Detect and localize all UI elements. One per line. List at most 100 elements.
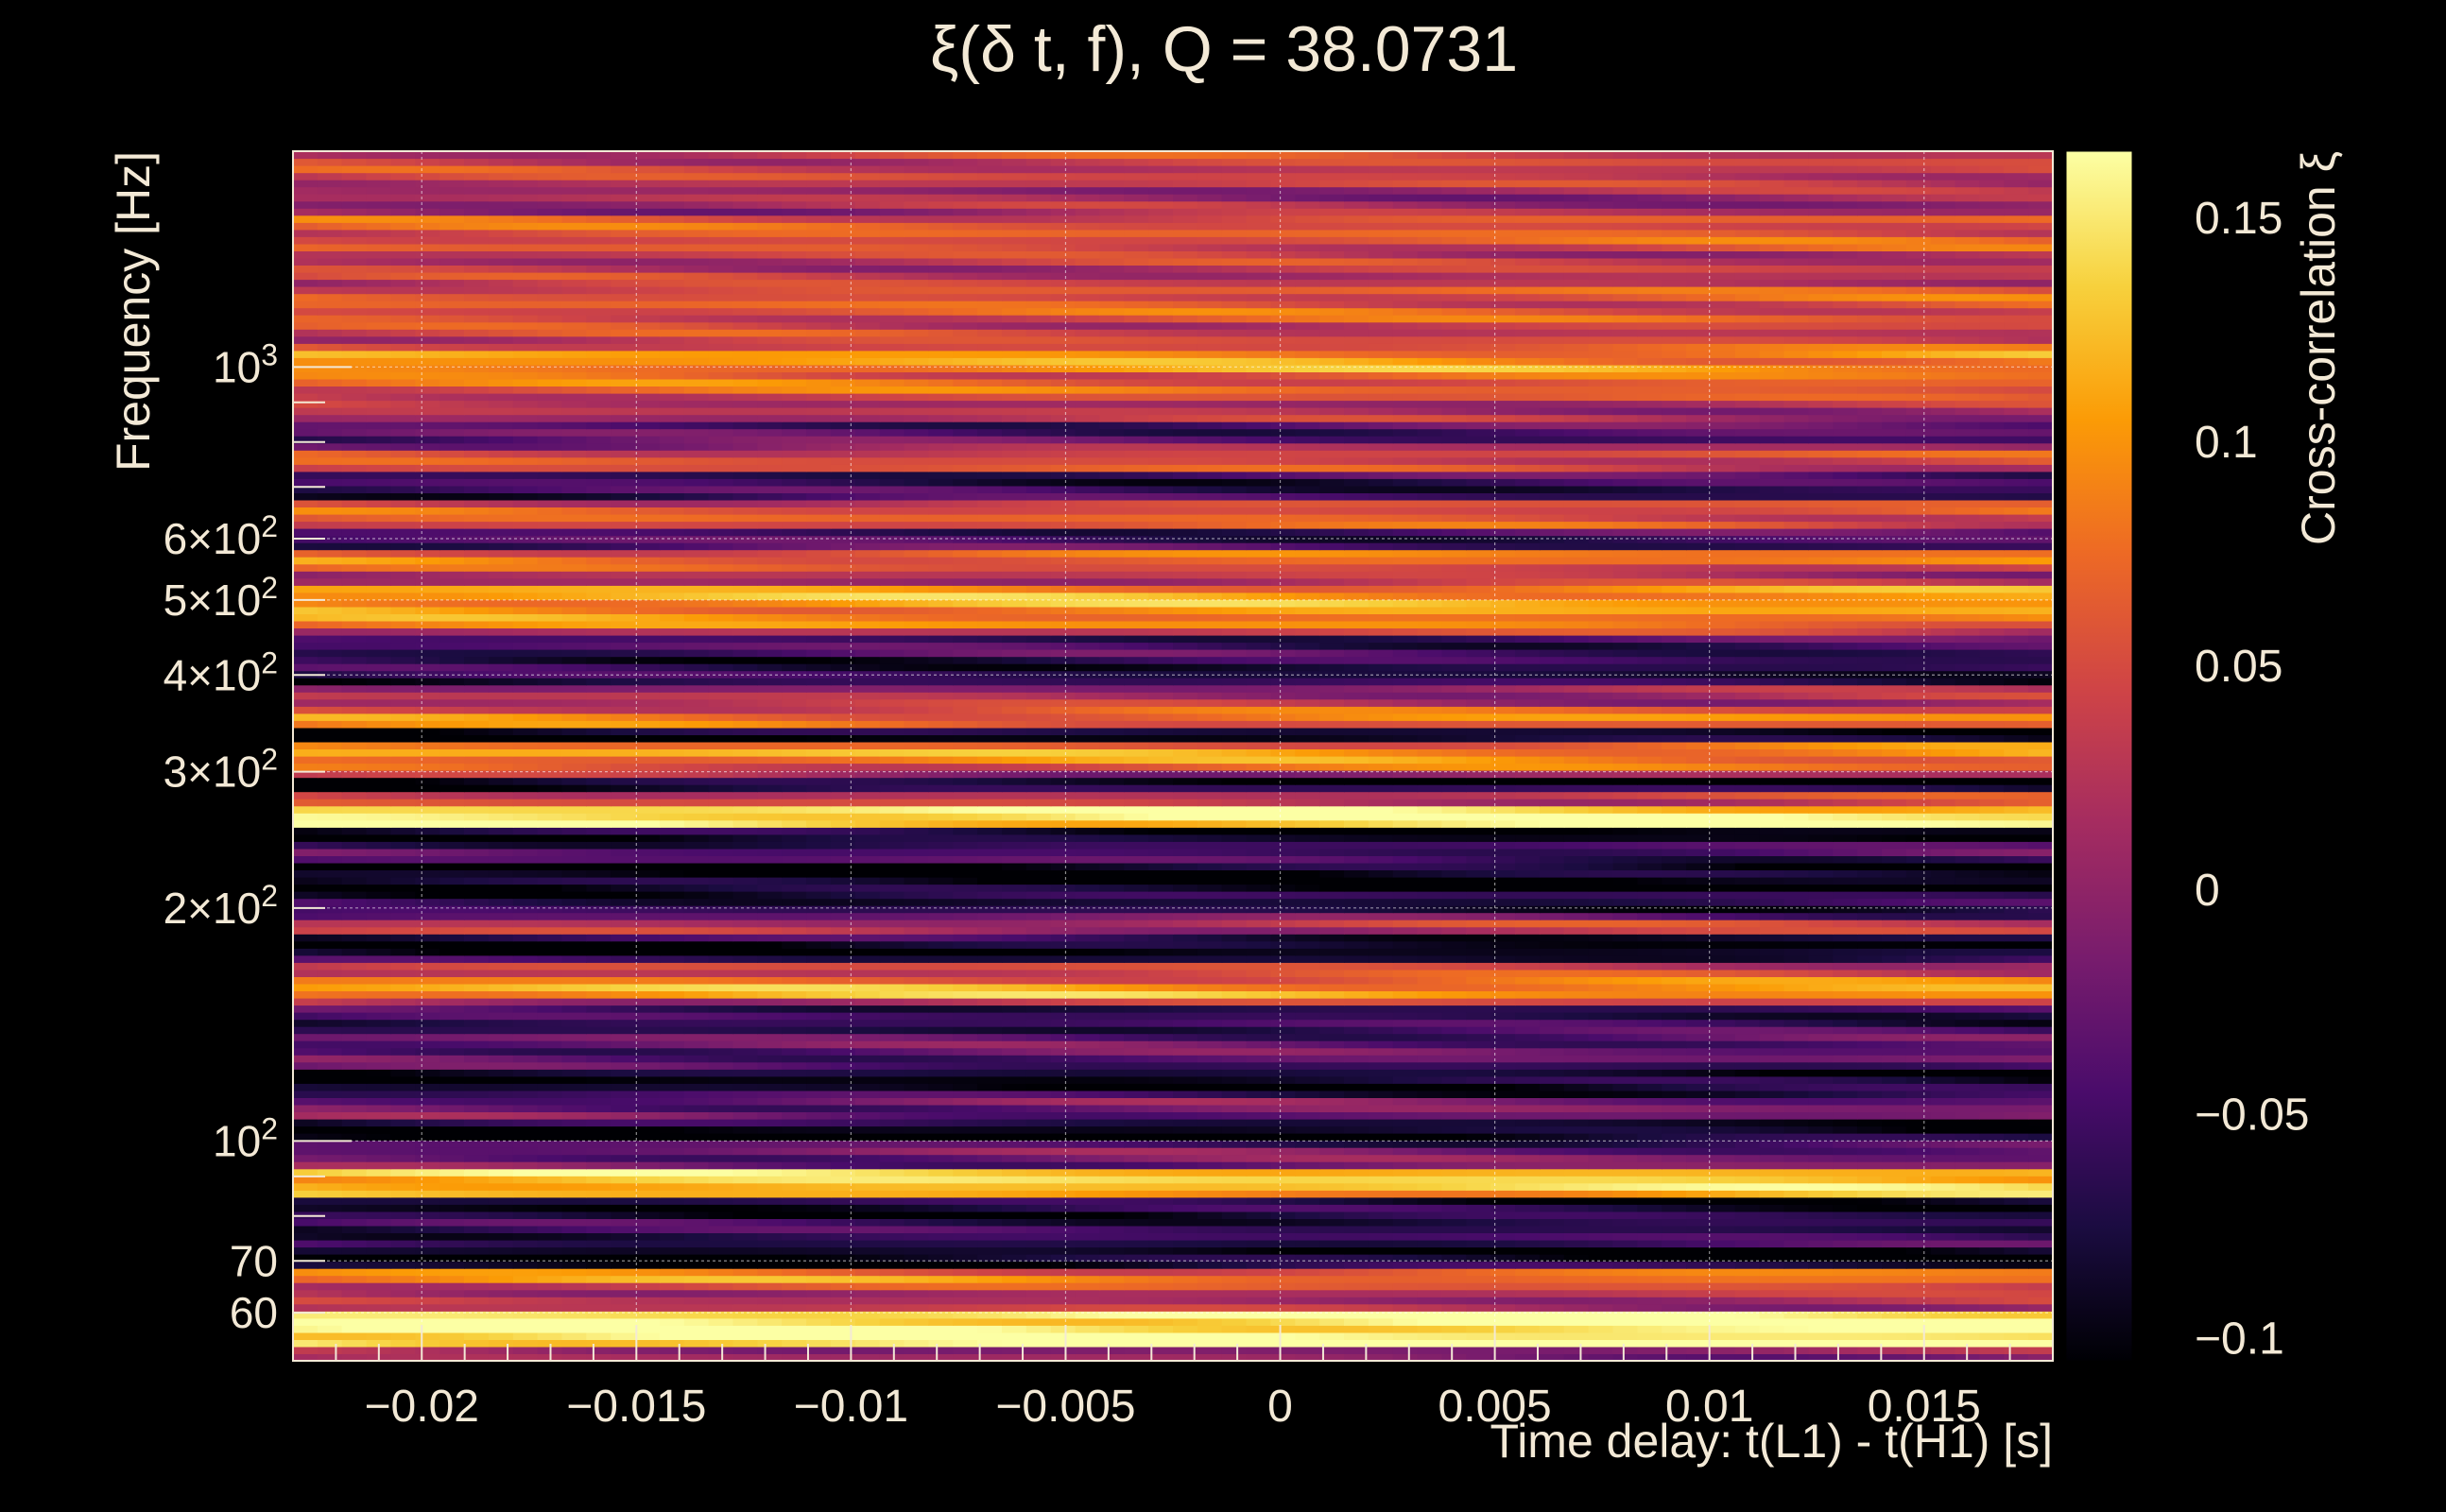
heatmap-cell [1002,940,1027,949]
heatmap-cell [1441,990,1467,999]
heatmap-cell [1417,1268,1443,1277]
heatmap-cell [1710,1176,1736,1184]
heatmap-cell [1515,1012,1541,1021]
heatmap-cell [1344,919,1369,928]
heatmap-cell [512,1154,539,1162]
heatmap-cell [1710,1332,1736,1340]
heatmap-cell [1221,954,1248,963]
heatmap-cell [1637,1154,1662,1162]
heatmap-cell [830,1075,856,1084]
heatmap-cell [977,1339,1003,1348]
heatmap-cell [1515,1019,1541,1027]
heatmap-cell [1833,1055,1858,1063]
heatmap-cell [390,1012,416,1021]
heatmap-cell [1783,1289,1809,1297]
heatmap-cell [1270,934,1296,942]
heatmap-cell [366,948,392,956]
heatmap-cell [1686,1033,1712,1041]
heatmap-cell [1221,1254,1248,1263]
heatmap-cell [439,1026,465,1035]
heatmap-cell [561,948,587,956]
heatmap-cell [390,1225,416,1233]
heatmap-cell [2004,1147,2029,1156]
heatmap-cell [1148,948,1174,956]
heatmap-cell [561,976,587,985]
heatmap-cell [635,1111,661,1120]
heatmap-cell [1197,1069,1223,1077]
heatmap-cell [1710,1346,1736,1354]
heatmap-cell [1857,1176,1883,1184]
heatmap-cell [512,1218,539,1227]
heatmap-cell [1197,1261,1223,1269]
heatmap-cell [390,962,416,971]
heatmap-cell [1417,1261,1443,1269]
heatmap-cell [977,1019,1003,1027]
heatmap-cell [1686,1282,1712,1291]
heatmap-cell [1930,898,1956,906]
heatmap-cell [1002,898,1027,906]
heatmap-cell [782,1317,807,1326]
heatmap-cell [1148,1055,1174,1063]
heatmap-cell [586,1012,612,1021]
heatmap-cell [928,1125,954,1134]
heatmap-cell [1075,1033,1101,1041]
heatmap-cell [1075,1133,1101,1142]
heatmap-cell [1025,1261,1052,1269]
heatmap-cell [659,877,685,885]
heatmap-cell [1270,1040,1296,1049]
heatmap-cell [1148,1282,1174,1291]
heatmap-cell [830,905,856,914]
heatmap-cell [1148,1047,1174,1056]
heatmap-cell [1319,1275,1345,1283]
heatmap-cell [1563,990,1590,999]
heatmap-cell [1882,1083,1907,1091]
heatmap-cell [390,1047,416,1056]
heatmap-cell [366,990,392,999]
heatmap-cell [1099,934,1125,942]
heatmap-cell [1295,983,1320,991]
heatmap-cell [1002,1311,1027,1319]
heatmap-cell [854,1055,881,1063]
heatmap-cell [1124,1303,1149,1312]
heatmap-cell [415,1246,440,1255]
heatmap-cell [1417,1161,1443,1170]
heatmap-cell [928,1061,954,1070]
heatmap-cell [2004,1069,2029,1077]
heatmap-cell [854,926,881,935]
heatmap-cell [1930,1325,1956,1333]
heatmap-cell [1124,1282,1149,1291]
heatmap-cell [1124,926,1149,935]
heatmap-cell [1099,1339,1125,1348]
heatmap-cell [317,954,343,963]
heatmap-cell [561,954,587,963]
heatmap-cell [1637,1339,1662,1348]
heatmap-cell [512,1147,539,1156]
heatmap-cell [1563,1005,1590,1013]
heatmap-cell [512,1140,539,1148]
heatmap-cell [1270,1240,1296,1248]
heatmap-cell [1857,877,1883,885]
heatmap-cell [1392,1147,1419,1156]
heatmap-cell [1490,1325,1516,1333]
heatmap-cell [390,1040,416,1049]
heatmap-cell [366,1196,392,1205]
heatmap-cell [1563,1303,1590,1312]
heatmap-cell [1295,891,1320,900]
heatmap-cell [1662,1026,1687,1035]
heatmap-cell [1221,1261,1248,1269]
heatmap-cell [1197,948,1223,956]
heatmap-cell [782,1176,807,1184]
heatmap-cell [1955,1232,1981,1241]
heatmap-cell [782,1161,807,1170]
heatmap-cell [1050,905,1077,914]
heatmap-cell [1270,1261,1296,1269]
heatmap-cell [1563,962,1590,971]
heatmap-cell [806,1240,832,1248]
heatmap-cell [782,1061,807,1070]
heatmap-cell [635,1176,661,1184]
heatmap-cell [2028,912,2053,920]
heatmap-cell [1368,1125,1394,1134]
heatmap-cell [317,1297,343,1305]
heatmap-cell [1050,969,1077,977]
heatmap-cell [1099,1261,1125,1269]
